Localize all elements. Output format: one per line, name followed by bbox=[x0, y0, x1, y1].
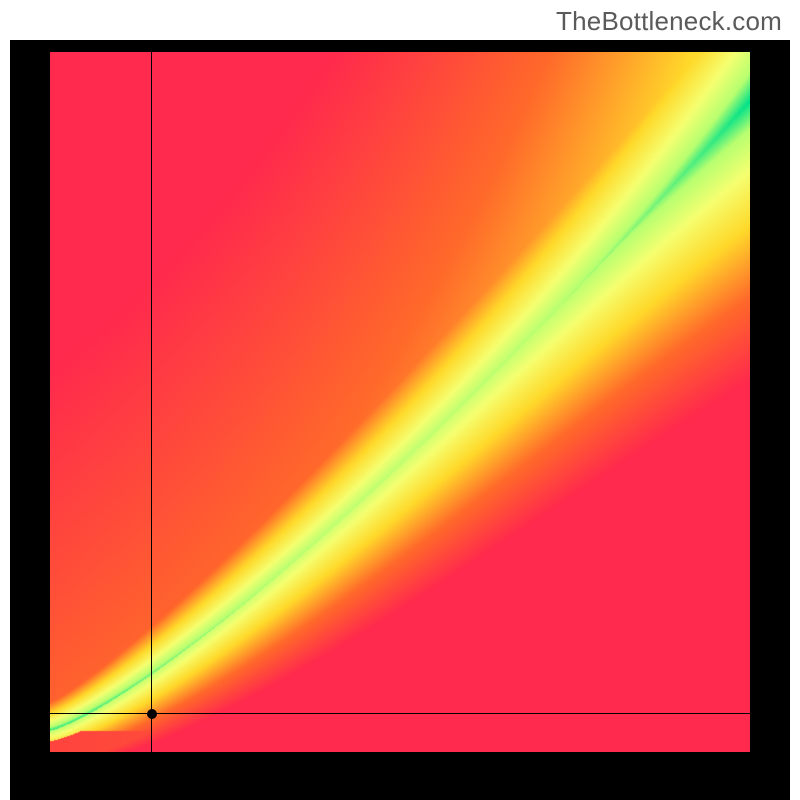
crosshair-marker-dot bbox=[147, 709, 157, 719]
heatmap-canvas bbox=[50, 52, 750, 752]
watermark-text: TheBottleneck.com bbox=[556, 6, 782, 37]
crosshair-vertical-line bbox=[151, 52, 152, 752]
heatmap-plot-area bbox=[50, 52, 750, 752]
